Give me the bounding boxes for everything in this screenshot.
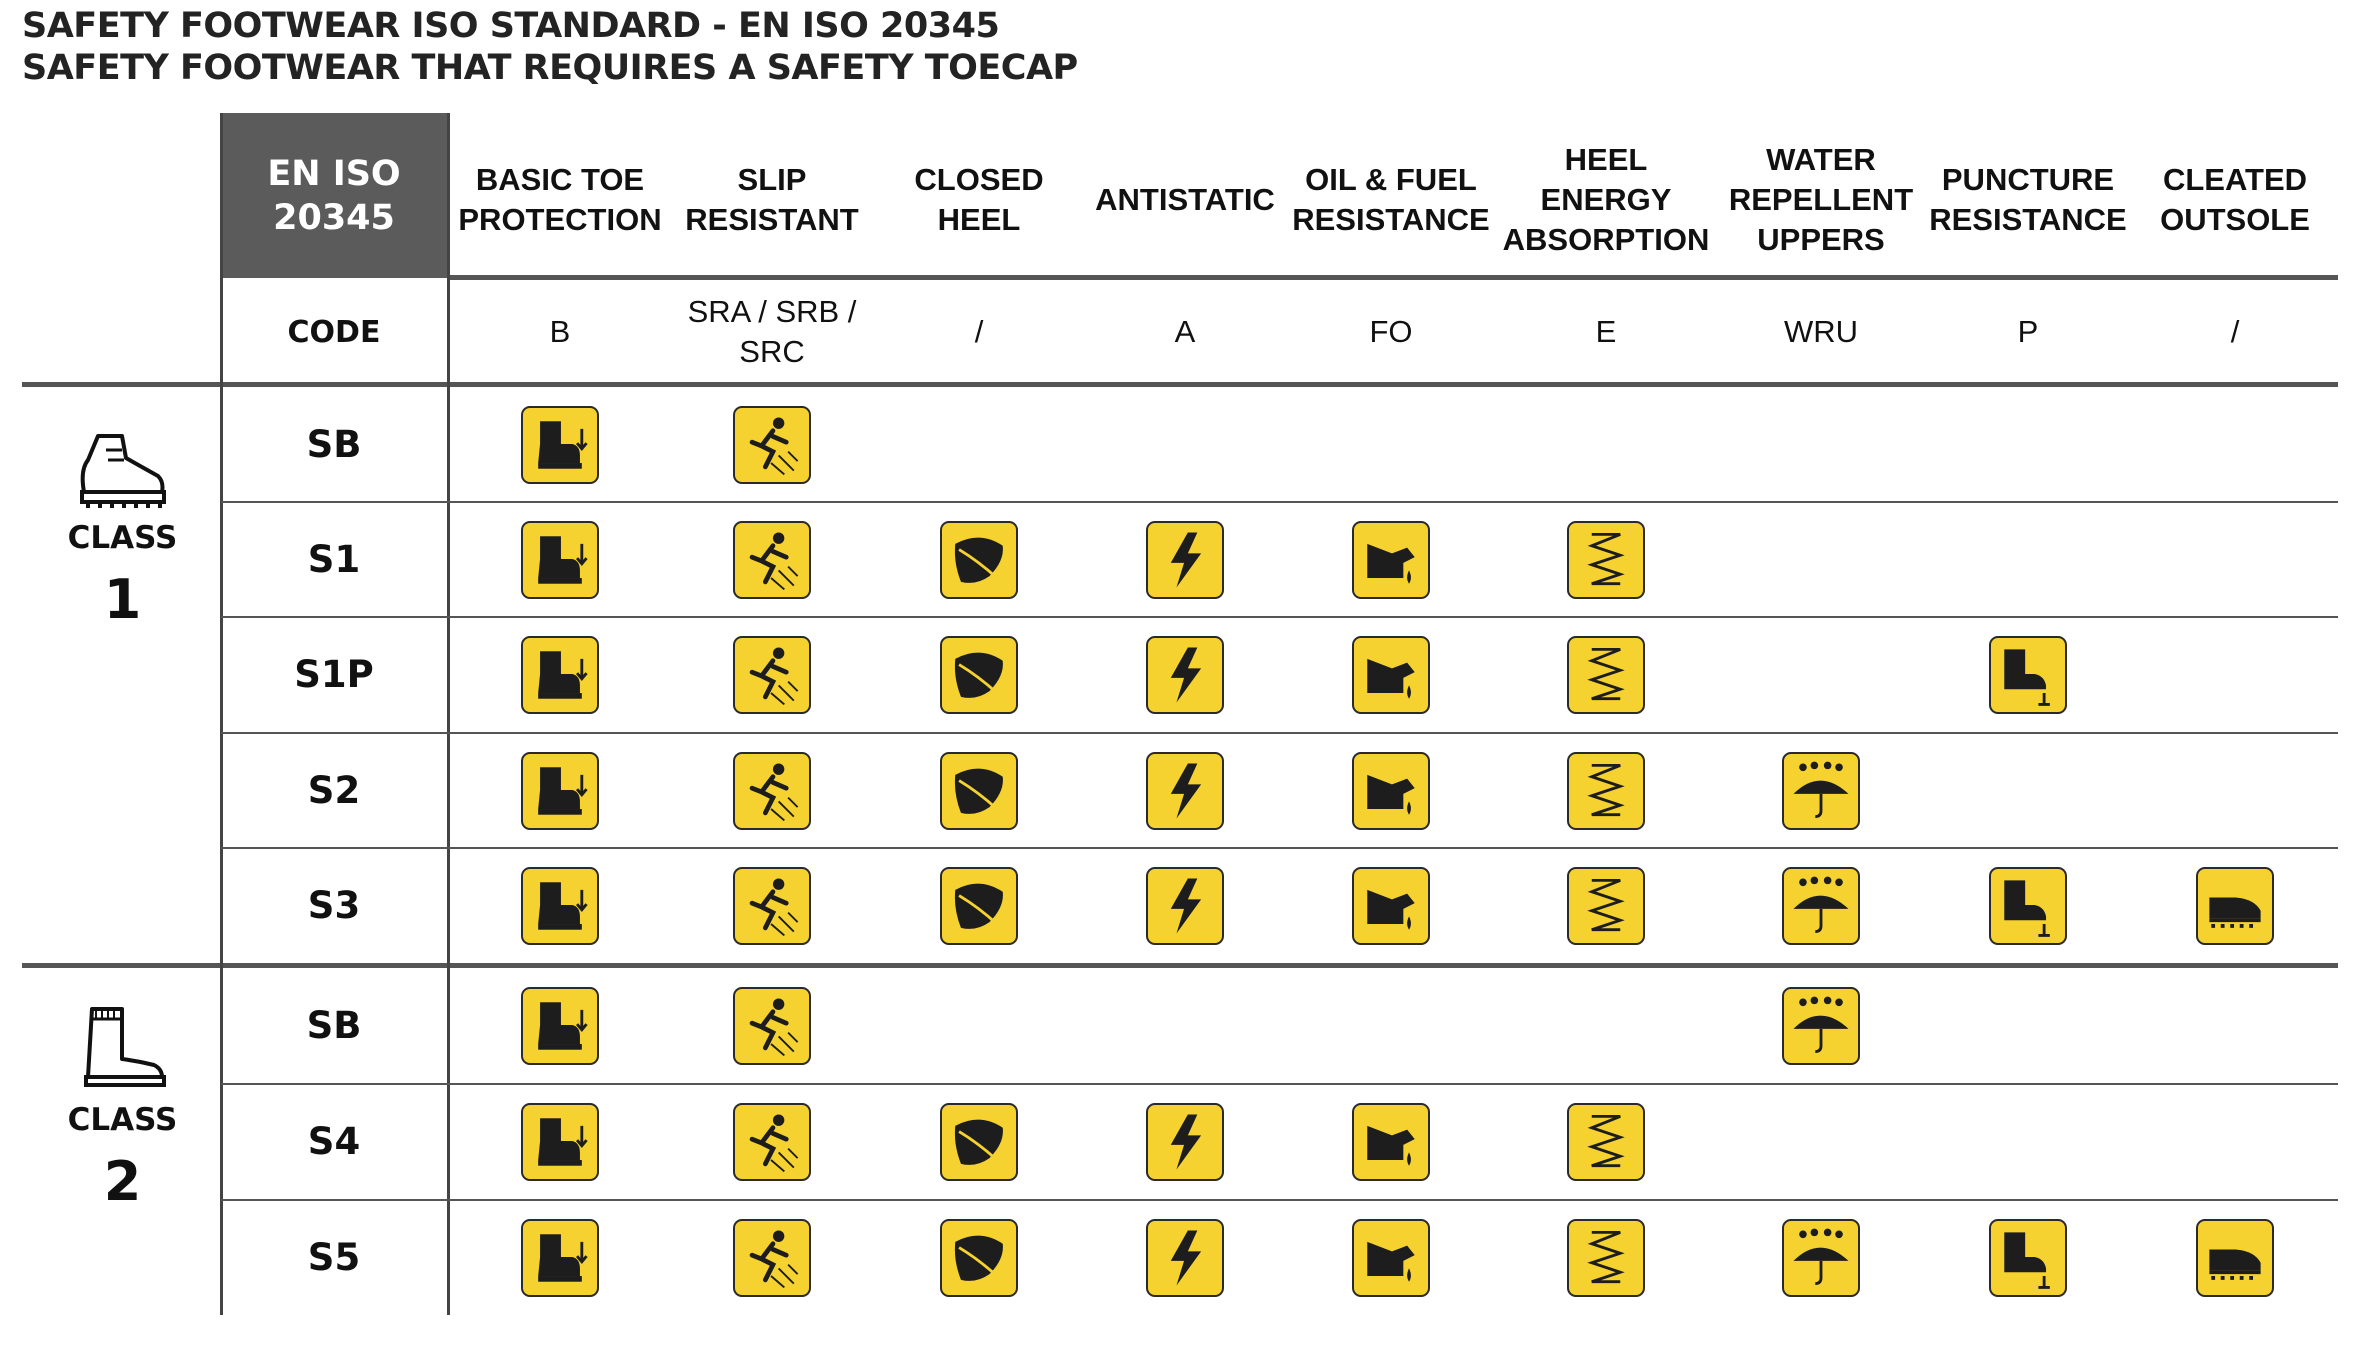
- oil-can-icon: [1352, 1218, 1430, 1297]
- code-rule: [22, 382, 2338, 387]
- umbrella-rain-icon: [1782, 986, 1860, 1065]
- umbrella-rain-icon: [1782, 751, 1860, 830]
- slipping-person-icon: [733, 405, 811, 484]
- class-1-row-s1: S1: [307, 538, 361, 581]
- column-header-heel: CLOSED HEEL: [914, 162, 1044, 237]
- column-code-water: WRU: [1783, 314, 1859, 349]
- standard-header-cell: EN ISO 20345: [221, 113, 447, 278]
- row-rule: [221, 847, 2338, 849]
- oil-can-icon: [1352, 520, 1430, 599]
- row-rule: [221, 1199, 2338, 1201]
- column-header-anti: ANTISTATIC: [1095, 182, 1275, 217]
- lightning-bolt-icon: [1146, 866, 1224, 945]
- class-1-row-s1p: S1P: [294, 653, 374, 696]
- class-1-row-s3: S3: [307, 884, 361, 927]
- lightning-bolt-icon: [1146, 635, 1224, 714]
- column-code-energy: E: [1595, 314, 1617, 349]
- umbrella-rain-icon: [1782, 866, 1860, 945]
- page-title: SAFETY FOOTWEAR ISO STANDARD - EN ISO 20…: [22, 6, 1000, 46]
- closed-heel-icon: [940, 635, 1018, 714]
- slipping-person-icon: [733, 1102, 811, 1181]
- column-code-punct: P: [2017, 314, 2039, 349]
- class-2-label: CLASS: [67, 1102, 178, 1138]
- row-rule: [221, 1083, 2338, 1085]
- class-column-rule: [220, 113, 223, 1315]
- boot-toecap-icon: [521, 1218, 599, 1297]
- column-code-heel: /: [974, 314, 984, 349]
- column-header-water: WATER REPELLENT UPPERS: [1728, 142, 1914, 257]
- boot-toecap-icon: [521, 866, 599, 945]
- class-1-row-sb: SB: [306, 423, 362, 466]
- column-code-oil: FO: [1369, 314, 1413, 349]
- oil-can-icon: [1352, 1102, 1430, 1181]
- oil-can-icon: [1352, 751, 1430, 830]
- boot-nail-icon: [1989, 635, 2067, 714]
- code-row-label: CODE: [287, 314, 381, 350]
- closed-heel-icon: [940, 1102, 1018, 1181]
- column-code-slip: SRA / SRB / SRC: [687, 294, 857, 369]
- closed-heel-icon: [940, 866, 1018, 945]
- rubber-boot-icon: [78, 1005, 168, 1089]
- slipping-person-icon: [733, 986, 811, 1065]
- oil-can-icon: [1352, 635, 1430, 714]
- class-2-number: 2: [103, 1150, 142, 1213]
- column-header-energy: HEEL ENERGY ABSORPTION: [1502, 142, 1710, 257]
- cleated-shoe-icon: [2196, 866, 2274, 945]
- column-header-cleat: CLEATED OUTSOLE: [2160, 162, 2310, 237]
- column-header-punct: PUNCTURE RESISTANCE: [1929, 162, 2127, 237]
- slipping-person-icon: [733, 520, 811, 599]
- lightning-bolt-icon: [1146, 751, 1224, 830]
- standard-header-label: EN ISO 20345: [267, 153, 401, 238]
- column-header-slip: SLIP RESISTANT: [685, 162, 859, 237]
- spring-icon: [1567, 520, 1645, 599]
- row-rule: [221, 616, 2338, 618]
- boot-toecap-icon: [521, 520, 599, 599]
- lightning-bolt-icon: [1146, 1218, 1224, 1297]
- cleated-shoe-icon: [2196, 1218, 2274, 1297]
- closed-heel-icon: [940, 520, 1018, 599]
- header-rule: [447, 275, 2338, 280]
- page-subtitle: SAFETY FOOTWEAR THAT REQUIRES A SAFETY T…: [22, 48, 1078, 88]
- slipping-person-icon: [733, 751, 811, 830]
- class-1-number: 1: [103, 568, 142, 631]
- row-rule: [221, 501, 2338, 503]
- column-code-toe: B: [549, 314, 571, 349]
- slipping-person-icon: [733, 635, 811, 714]
- spring-icon: [1567, 751, 1645, 830]
- column-code-cleat: /: [2230, 314, 2240, 349]
- closed-heel-icon: [940, 1218, 1018, 1297]
- class-2-row-sb: SB: [306, 1004, 362, 1047]
- boot-toecap-icon: [521, 986, 599, 1065]
- row-rule: [221, 732, 2338, 734]
- boot-toecap-icon: [521, 751, 599, 830]
- umbrella-rain-icon: [1782, 1218, 1860, 1297]
- spring-icon: [1567, 1218, 1645, 1297]
- spring-icon: [1567, 635, 1645, 714]
- column-code-anti: A: [1174, 314, 1196, 349]
- boot-nail-icon: [1989, 1218, 2067, 1297]
- boot-toecap-icon: [521, 1102, 599, 1181]
- boot-nail-icon: [1989, 866, 2067, 945]
- hiking-boot-icon: [78, 430, 168, 514]
- boot-toecap-icon: [521, 635, 599, 714]
- code-column-rule: [447, 113, 450, 1315]
- closed-heel-icon: [940, 751, 1018, 830]
- class-1-row-s2: S2: [307, 769, 361, 812]
- lightning-bolt-icon: [1146, 520, 1224, 599]
- oil-can-icon: [1352, 866, 1430, 945]
- spring-icon: [1567, 866, 1645, 945]
- class-2-row-s4: S4: [307, 1120, 361, 1163]
- class-divider-rule: [22, 963, 2338, 968]
- spring-icon: [1567, 1102, 1645, 1181]
- slipping-person-icon: [733, 866, 811, 945]
- class-2-row-s5: S5: [307, 1236, 361, 1279]
- slipping-person-icon: [733, 1218, 811, 1297]
- lightning-bolt-icon: [1146, 1102, 1224, 1181]
- column-header-oil: OIL & FUEL RESISTANCE: [1292, 162, 1490, 237]
- column-header-toe: BASIC TOE PROTECTION: [458, 162, 662, 237]
- class-1-label: CLASS: [67, 520, 178, 556]
- boot-toecap-icon: [521, 405, 599, 484]
